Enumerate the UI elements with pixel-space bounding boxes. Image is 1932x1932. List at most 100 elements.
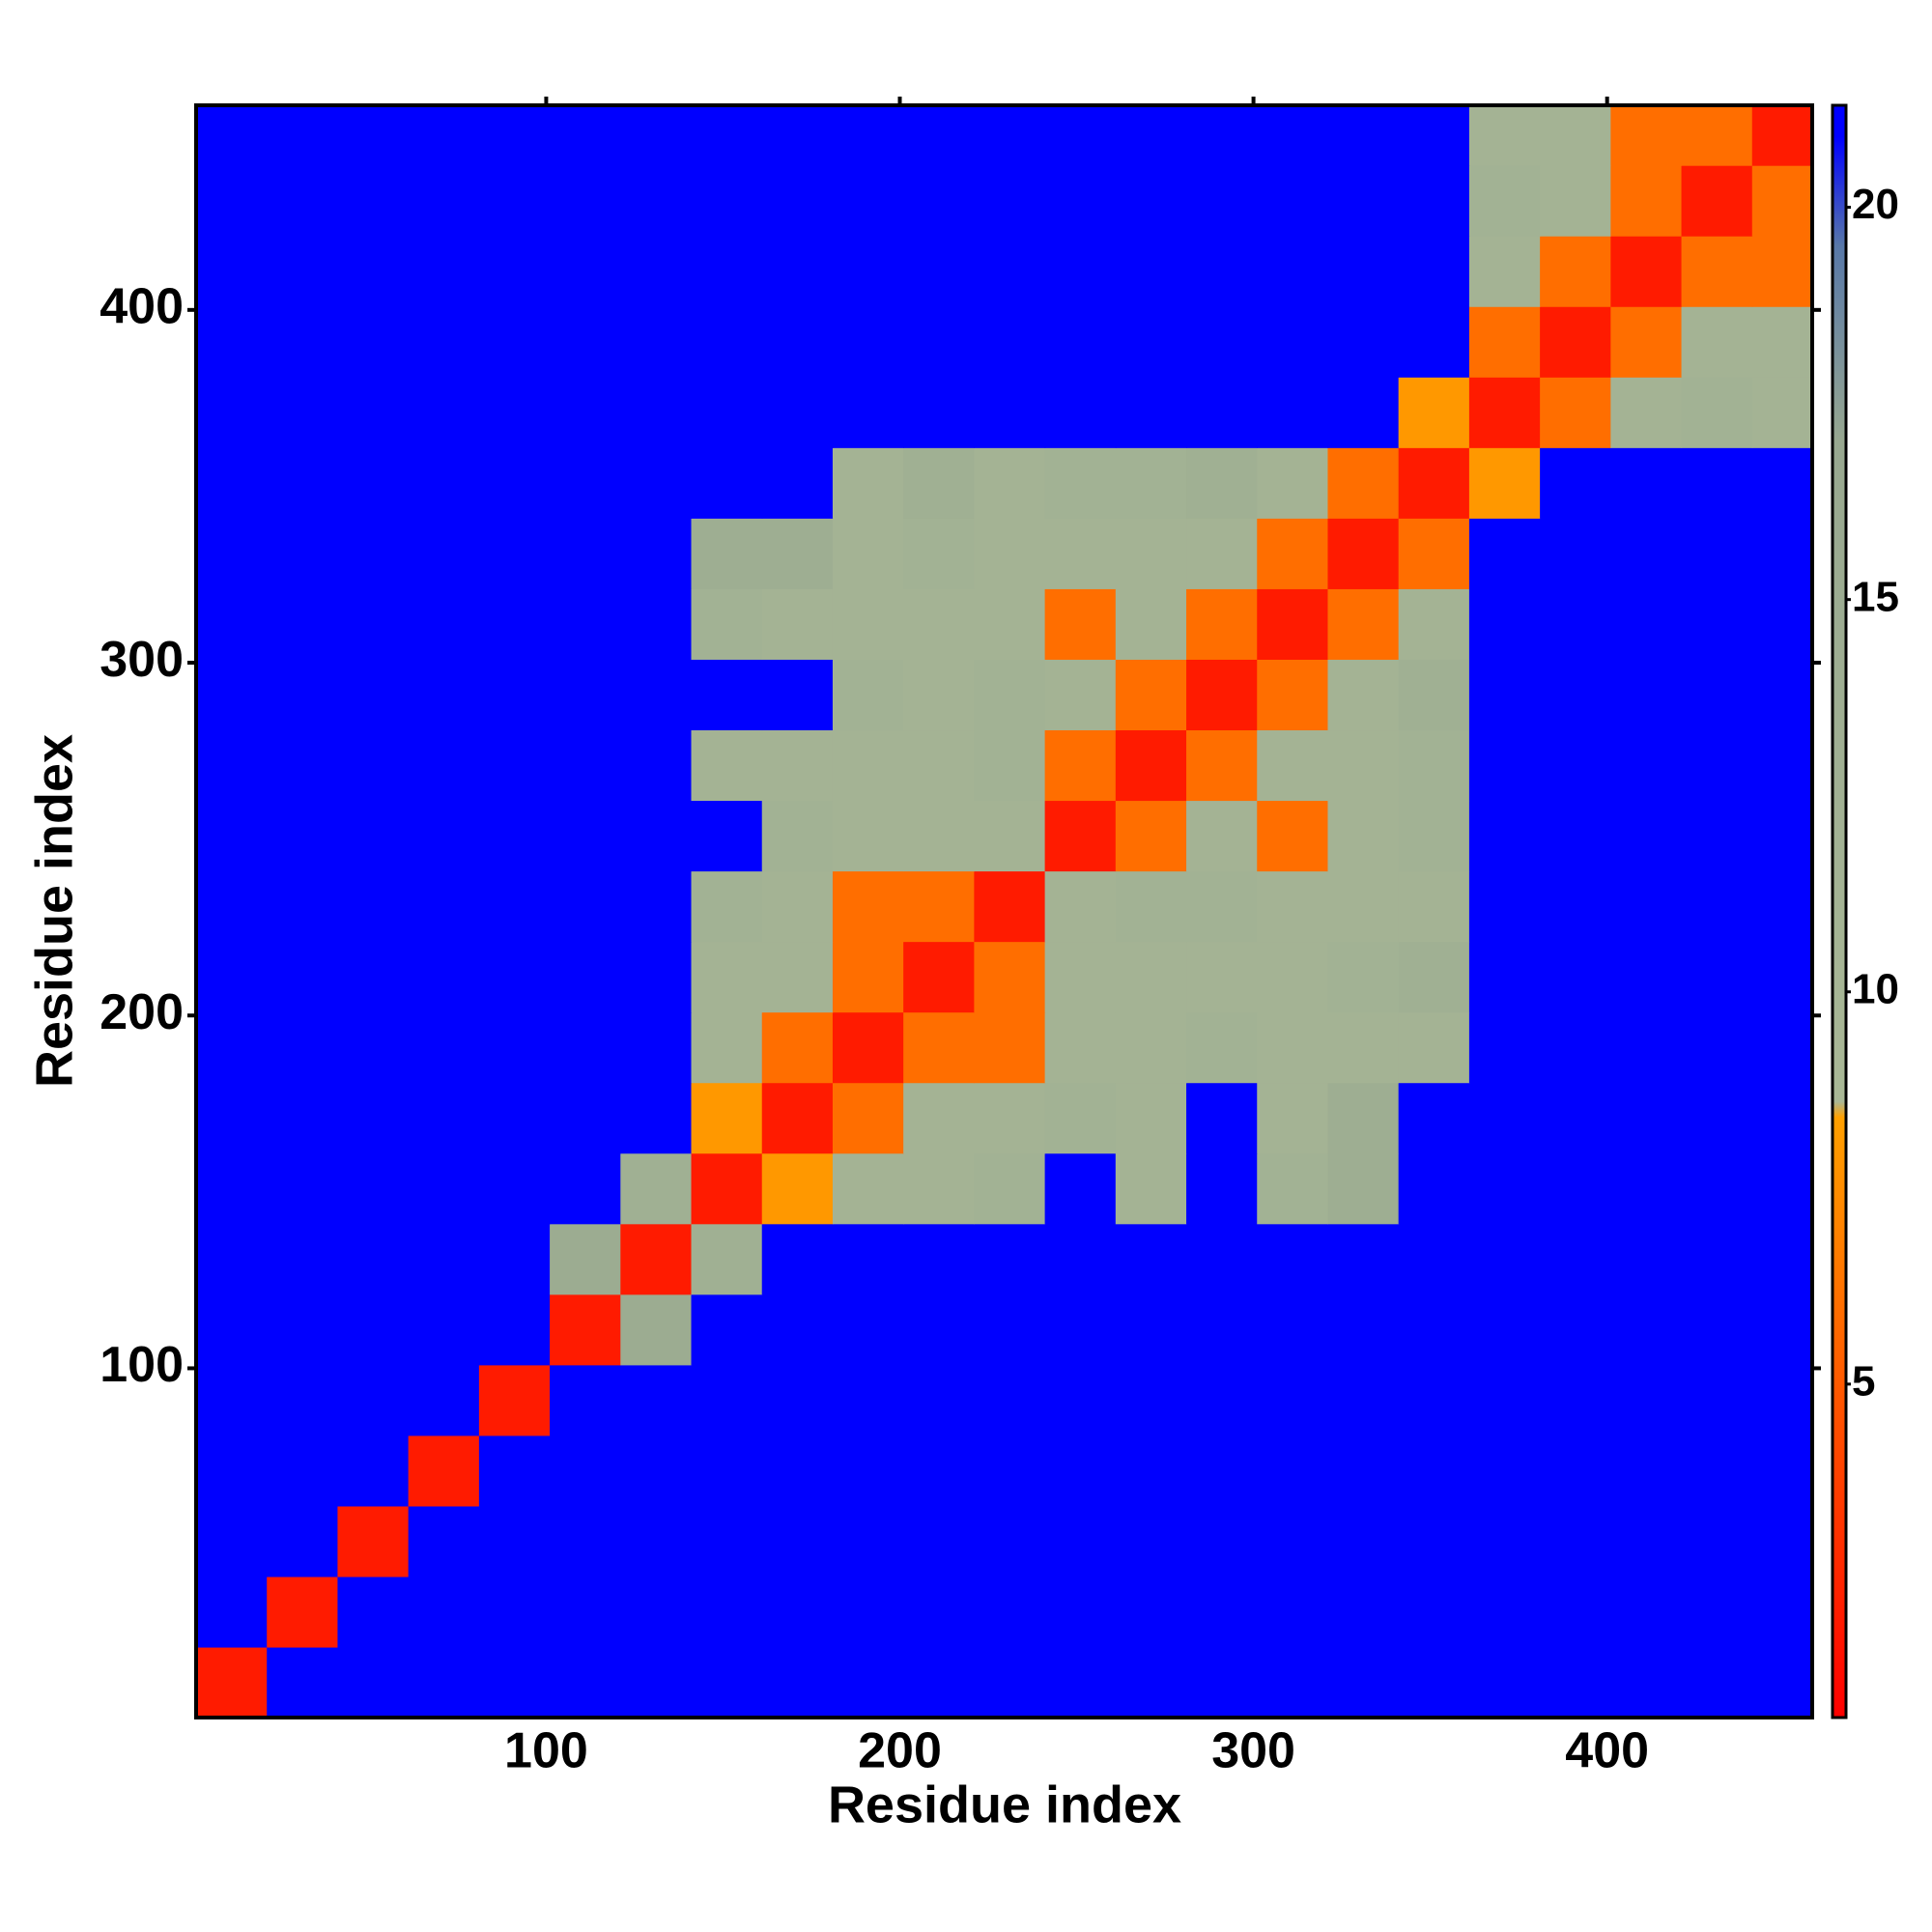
heatmap-cell <box>1681 1364 1753 1436</box>
heatmap-cell <box>761 236 834 307</box>
heatmap-cell <box>1044 659 1117 731</box>
heatmap-cell <box>1540 1152 1611 1225</box>
heatmap-cell <box>1257 659 1329 731</box>
heatmap-cell <box>337 1293 410 1366</box>
heatmap-cell <box>1398 1152 1470 1225</box>
heatmap-cell <box>1327 1011 1400 1084</box>
heatmap-cell <box>1257 1646 1329 1719</box>
heatmap-cell <box>903 1646 975 1719</box>
heatmap-cell <box>478 447 551 519</box>
heatmap-cell <box>832 588 904 660</box>
heatmap-cell <box>1610 1223 1683 1295</box>
heatmap-cell <box>620 1082 693 1154</box>
heatmap-cell <box>550 659 621 731</box>
heatmap-cell <box>1327 1505 1400 1577</box>
heatmap-cell <box>1257 518 1329 589</box>
heatmap-cell <box>620 800 693 872</box>
heatmap-cell <box>478 659 551 731</box>
heatmap-cell <box>550 1223 621 1295</box>
heatmap-cell <box>832 1082 904 1154</box>
heatmap-cell <box>1610 588 1683 660</box>
heatmap-cell <box>1257 1223 1329 1295</box>
heatmap-cell <box>1610 659 1683 731</box>
heatmap-cell <box>832 1435 904 1507</box>
heatmap-cell <box>1468 377 1541 448</box>
heatmap-cell <box>1327 1082 1400 1154</box>
heatmap-cell <box>691 800 763 872</box>
heatmap-cell <box>974 1505 1046 1577</box>
heatmap-cell <box>550 1364 621 1436</box>
heatmap-cell <box>337 659 410 731</box>
heatmap-cell <box>761 941 834 1013</box>
heatmap-cell <box>267 1435 339 1507</box>
heatmap-cell <box>337 870 410 943</box>
heatmap-cell <box>903 306 975 378</box>
heatmap-cell <box>620 1011 693 1084</box>
heatmap-cell <box>1540 1505 1611 1577</box>
heatmap-cell <box>550 1505 621 1577</box>
heatmap-cell <box>1398 1505 1470 1577</box>
x-tick-label: 400 <box>1565 1723 1649 1779</box>
heatmap-cell <box>832 447 904 519</box>
heatmap-cell <box>903 165 975 237</box>
heatmap-cell <box>1751 1082 1813 1154</box>
heatmap-cell <box>1468 1223 1541 1295</box>
heatmap-cell <box>1610 306 1683 378</box>
heatmap-cell <box>1681 1435 1753 1507</box>
heatmap-cell <box>1186 588 1258 660</box>
heatmap-cell <box>267 1646 339 1719</box>
heatmap-cell <box>550 1646 621 1719</box>
heatmap-cell <box>550 236 621 307</box>
heatmap-cell <box>408 729 480 802</box>
heatmap-cell <box>761 447 834 519</box>
heatmap-cell <box>903 588 975 660</box>
heatmap-cell <box>1610 729 1683 802</box>
heatmap-cell <box>1186 1152 1258 1225</box>
heatmap-cell <box>1115 165 1187 237</box>
heatmap-cell <box>761 105 834 166</box>
heatmap-cell <box>974 377 1046 448</box>
heatmap-cell <box>1681 447 1753 519</box>
heatmap-cell <box>550 377 621 448</box>
heatmap-cell <box>903 1505 975 1577</box>
heatmap-cell <box>903 236 975 307</box>
heatmap-cell <box>691 1011 763 1084</box>
heatmap-cell <box>1540 518 1611 589</box>
heatmap-cell <box>478 1364 551 1436</box>
heatmap-cell <box>408 447 480 519</box>
heatmap-cell <box>1398 1082 1470 1154</box>
heatmap-cell <box>1398 659 1470 731</box>
heatmap-cell <box>903 1082 975 1154</box>
heatmap-cell <box>1044 1011 1117 1084</box>
heatmap-cell <box>1186 236 1258 307</box>
heatmap-cell <box>1186 729 1258 802</box>
heatmap-cell <box>550 588 621 660</box>
heatmap-cell <box>1115 1082 1187 1154</box>
heatmap-cell <box>550 105 621 166</box>
heatmap-cell <box>620 377 693 448</box>
heatmap-cell <box>1327 588 1400 660</box>
heatmap-cell <box>1610 518 1683 589</box>
heatmap-cell <box>974 1082 1046 1154</box>
heatmap-cell <box>1115 1293 1187 1366</box>
heatmap-cell <box>408 1082 480 1154</box>
heatmap-cell <box>1327 1223 1400 1295</box>
heatmap-cell <box>1610 1152 1683 1225</box>
heatmap-cell <box>1186 800 1258 872</box>
heatmap-cell <box>196 941 268 1013</box>
heatmap-cell <box>1257 1152 1329 1225</box>
heatmap-cell <box>1540 1223 1611 1295</box>
heatmap-cell <box>620 1505 693 1577</box>
heatmap-cell <box>691 165 763 237</box>
heatmap-cell <box>1751 1505 1813 1577</box>
heatmap-cell <box>1540 659 1611 731</box>
heatmap-cell <box>267 236 339 307</box>
heatmap-cell <box>478 1646 551 1719</box>
heatmap-cell <box>832 1646 904 1719</box>
heatmap-cell <box>408 236 480 307</box>
heatmap-cell <box>196 1011 268 1084</box>
heatmap-cell <box>196 377 268 448</box>
heatmap-cell <box>1610 1435 1683 1507</box>
heatmap-cell <box>1186 870 1258 943</box>
heatmap-cell <box>1398 588 1470 660</box>
